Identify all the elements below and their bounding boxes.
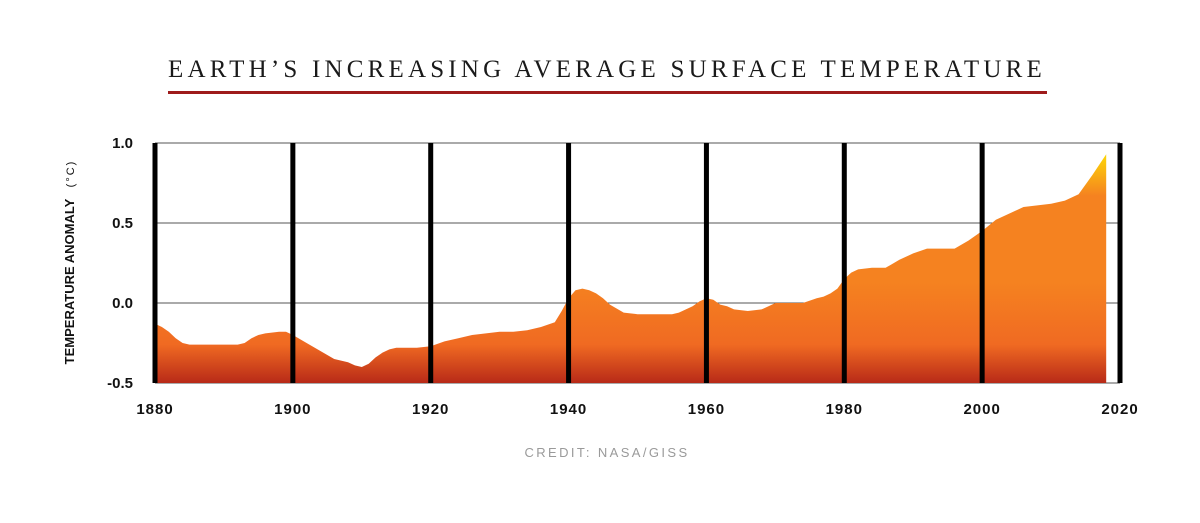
y-tick-label: 0.0 [112, 295, 133, 312]
year-bar-1880 [152, 143, 158, 383]
x-tick-label: 1920 [412, 401, 449, 418]
y-tick-label: 0.5 [112, 215, 133, 232]
year-bar-1900 [290, 143, 296, 383]
year-bar-2020 [1117, 143, 1123, 383]
year-bar-2000 [979, 143, 985, 383]
y-tick-label: 1.0 [112, 135, 133, 152]
year-bar-1920 [428, 143, 434, 383]
y-axis-label-text: TEMPERATURE ANOMALY [62, 198, 77, 364]
x-tick-label: 2020 [1101, 401, 1138, 418]
year-bar-1980 [841, 143, 847, 383]
y-axis-unit: (°C) [65, 160, 77, 188]
x-tick-label: 1980 [826, 401, 863, 418]
x-tick-label: 1880 [136, 401, 173, 418]
x-tick-label: 1940 [550, 401, 587, 418]
x-tick-label: 1900 [274, 401, 311, 418]
year-bar-1940 [566, 143, 572, 383]
credit-note: CREDIT: NASA/GISS [524, 445, 690, 460]
x-tick-label: 1960 [688, 401, 725, 418]
year-bar-1960 [703, 143, 709, 383]
y-axis-label: TEMPERATURE ANOMALY (°C) [62, 160, 77, 365]
y-tick-label: -0.5 [107, 375, 133, 392]
title-underline [168, 91, 1047, 94]
chart-title: EARTH’S INCREASING AVERAGE SURFACE TEMPE… [168, 56, 1046, 83]
x-tick-label: 2000 [963, 401, 1000, 418]
temperature-area [155, 154, 1107, 383]
